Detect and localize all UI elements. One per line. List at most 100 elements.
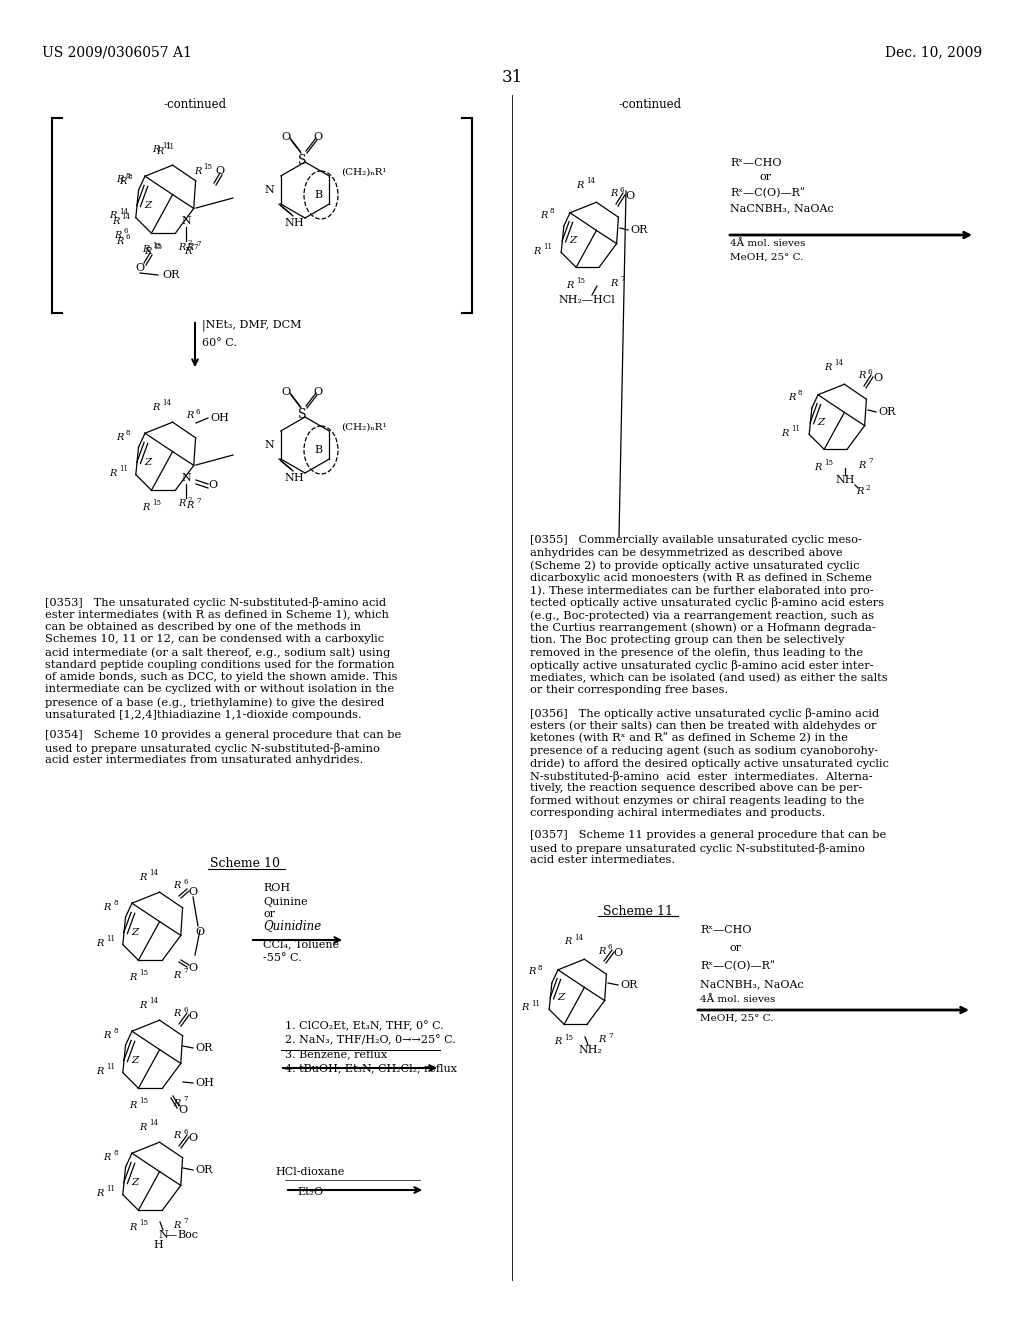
Text: 11: 11 xyxy=(119,465,128,473)
Text: 6: 6 xyxy=(183,878,187,886)
Text: of amide bonds, such as DCC, to yield the shown amide. This: of amide bonds, such as DCC, to yield th… xyxy=(45,672,397,682)
Text: N: N xyxy=(284,473,294,483)
Text: 15: 15 xyxy=(564,1034,573,1041)
Text: R: R xyxy=(858,371,865,380)
Text: 15: 15 xyxy=(152,499,161,507)
Text: R: R xyxy=(117,176,124,185)
Text: R: R xyxy=(173,970,180,979)
Text: 4Å mol. sieves: 4Å mol. sieves xyxy=(700,995,775,1005)
Text: or their corresponding free bases.: or their corresponding free bases. xyxy=(530,685,728,696)
Text: 4Å mol. sieves: 4Å mol. sieves xyxy=(730,239,805,248)
Text: N: N xyxy=(264,185,273,195)
Text: 1). These intermediates can be further elaborated into pro-: 1). These intermediates can be further e… xyxy=(530,585,873,595)
Text: 14: 14 xyxy=(574,935,583,942)
Text: 6: 6 xyxy=(125,234,129,242)
Text: 14: 14 xyxy=(586,177,595,185)
Text: mediates, which can be isolated (and used) as either the salts: mediates, which can be isolated (and use… xyxy=(530,672,888,682)
Text: or: or xyxy=(729,942,741,953)
Text: H: H xyxy=(293,473,303,483)
Text: 15: 15 xyxy=(139,1097,148,1105)
Text: 7: 7 xyxy=(183,968,187,975)
Text: 6: 6 xyxy=(868,368,872,376)
Text: OR: OR xyxy=(878,407,895,417)
Text: 6: 6 xyxy=(620,186,625,194)
Text: unsaturated [1,2,4]thiadiazine 1,1-dioxide compounds.: unsaturated [1,2,4]thiadiazine 1,1-dioxi… xyxy=(45,710,361,719)
Text: -55° C.: -55° C. xyxy=(263,953,302,964)
Text: N-substituted-β-amino  acid  ester  intermediates.  Alterna-: N-substituted-β-amino acid ester interme… xyxy=(530,771,872,781)
Text: R: R xyxy=(110,469,117,478)
Text: N: N xyxy=(158,1230,168,1239)
Text: 11: 11 xyxy=(543,243,552,251)
Text: 11: 11 xyxy=(106,1063,115,1071)
Text: R: R xyxy=(96,1067,103,1076)
Text: anhydrides can be desymmetrized as described above: anhydrides can be desymmetrized as descr… xyxy=(530,548,843,557)
Text: H: H xyxy=(154,1239,163,1250)
Text: R: R xyxy=(173,1221,180,1229)
Text: R: R xyxy=(115,231,122,239)
Text: Scheme 10: Scheme 10 xyxy=(210,857,280,870)
Text: 15: 15 xyxy=(575,277,585,285)
Text: presence of a base (e.g., triethylamine) to give the desired: presence of a base (e.g., triethylamine)… xyxy=(45,697,384,708)
Text: 14: 14 xyxy=(150,869,158,876)
Text: OR: OR xyxy=(162,271,179,280)
Text: R: R xyxy=(598,1035,605,1044)
Text: used to prepare unsaturated cyclic N-substituted-β-amino: used to prepare unsaturated cyclic N-sub… xyxy=(530,842,865,854)
Text: intermediate can be cyclized with or without isolation in the: intermediate can be cyclized with or wit… xyxy=(45,685,394,694)
Text: R: R xyxy=(129,973,136,982)
Text: R: R xyxy=(173,1131,180,1140)
Text: R: R xyxy=(521,1003,528,1012)
Text: O: O xyxy=(215,166,224,176)
Text: Z: Z xyxy=(131,1056,138,1065)
Text: B: B xyxy=(314,445,323,455)
Text: O: O xyxy=(188,887,198,898)
Text: OH: OH xyxy=(195,1078,214,1088)
Text: OH: OH xyxy=(210,413,229,422)
Text: MeOH, 25° C.: MeOH, 25° C. xyxy=(730,252,804,261)
Text: 8: 8 xyxy=(128,173,132,181)
Text: 7: 7 xyxy=(193,243,198,251)
Text: N: N xyxy=(264,440,273,450)
Text: Rˣ—CHO: Rˣ—CHO xyxy=(730,158,781,168)
Text: 7: 7 xyxy=(196,498,201,506)
Text: Rˣ—C(O)—Rʺ: Rˣ—C(O)—Rʺ xyxy=(700,961,775,972)
Text: or: or xyxy=(263,909,275,919)
Text: 14: 14 xyxy=(150,1119,158,1127)
Text: B: B xyxy=(314,190,323,201)
Text: 8: 8 xyxy=(113,1027,118,1035)
Text: OR: OR xyxy=(620,979,637,990)
Text: N: N xyxy=(181,216,190,226)
Text: Z: Z xyxy=(131,1179,138,1187)
Text: optically active unsaturated cyclic β-amino acid ester inter-: optically active unsaturated cyclic β-am… xyxy=(530,660,873,671)
Text: O: O xyxy=(209,480,217,490)
Text: R: R xyxy=(153,403,160,412)
Text: acid intermediate (or a salt thereof, e.g., sodium salt) using: acid intermediate (or a salt thereof, e.… xyxy=(45,647,390,657)
Text: R: R xyxy=(113,216,120,226)
Text: Z: Z xyxy=(131,928,138,937)
Text: 6: 6 xyxy=(124,227,128,235)
Text: -continued: -continued xyxy=(164,99,226,111)
Text: R: R xyxy=(598,946,605,956)
Text: R: R xyxy=(528,968,536,977)
Text: R: R xyxy=(814,462,821,471)
Text: Dec. 10, 2009: Dec. 10, 2009 xyxy=(885,45,982,59)
Text: O: O xyxy=(188,1011,198,1020)
Text: 15: 15 xyxy=(139,969,148,977)
Text: ROH: ROH xyxy=(263,883,290,894)
Text: standard peptide coupling conditions used for the formation: standard peptide coupling conditions use… xyxy=(45,660,394,669)
Text: 14: 14 xyxy=(121,213,130,220)
Text: 8: 8 xyxy=(126,429,130,437)
Text: acid ester intermediates from unsaturated anhydrides.: acid ester intermediates from unsaturate… xyxy=(45,755,364,766)
Text: 8: 8 xyxy=(113,1148,118,1158)
Text: OR: OR xyxy=(195,1166,212,1175)
Text: 7: 7 xyxy=(868,457,872,465)
Text: R: R xyxy=(110,211,117,220)
Text: removed in the presence of the olefin, thus leading to the: removed in the presence of the olefin, t… xyxy=(530,648,863,657)
Text: 2. NaN₃, THF/H₂O, 0→→25° C.: 2. NaN₃, THF/H₂O, 0→→25° C. xyxy=(285,1035,456,1045)
Text: 8: 8 xyxy=(798,389,803,397)
Text: NH₂: NH₂ xyxy=(579,1045,602,1055)
Text: 2: 2 xyxy=(188,496,193,504)
Text: [0354]   Scheme 10 provides a general procedure that can be: [0354] Scheme 10 provides a general proc… xyxy=(45,730,401,741)
Text: O: O xyxy=(135,263,144,273)
Text: or: or xyxy=(760,172,772,182)
Text: (CH₂)ₙR¹: (CH₂)ₙR¹ xyxy=(341,422,387,432)
